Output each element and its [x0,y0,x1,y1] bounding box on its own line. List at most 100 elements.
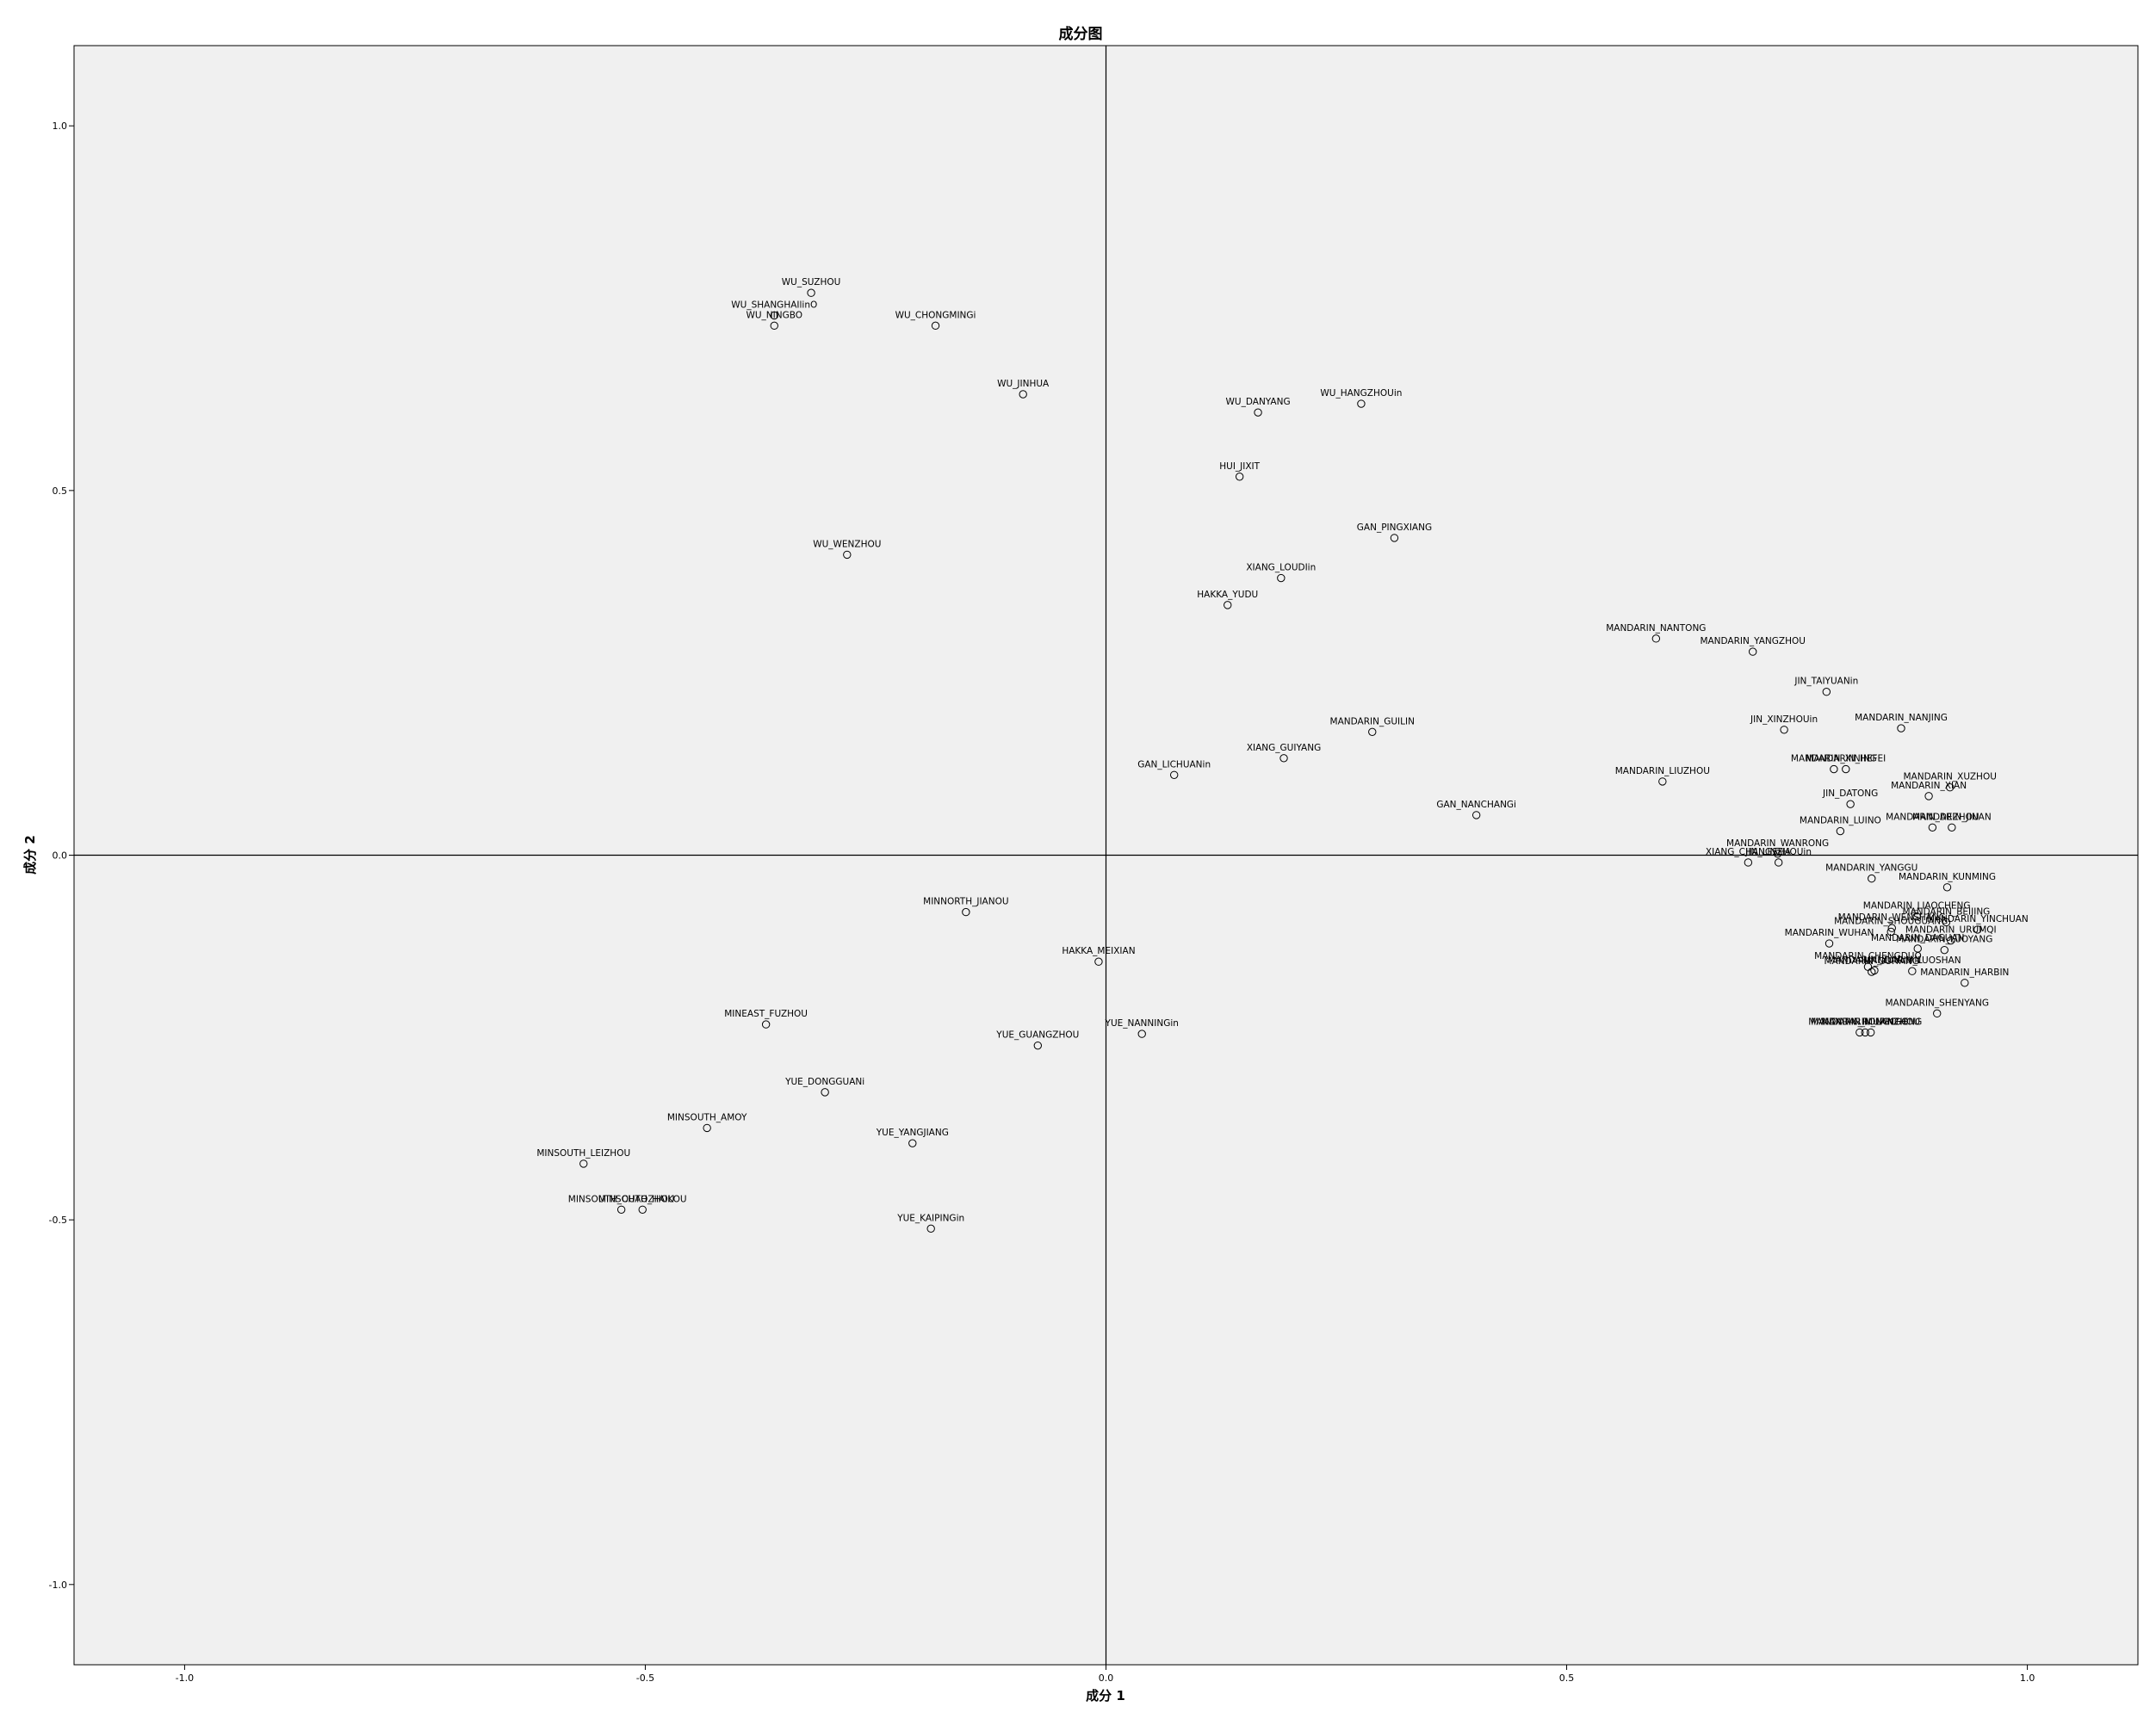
data-point-label: MANDARIN_WENSHANG [1838,912,1946,923]
data-point-label: MANDARIN_GUILIN [1330,716,1415,726]
data-point [1912,912,1921,921]
data-point-label: MANDARIN_NANTONG [1606,623,1706,634]
data-point-label: JIN_DATONG [1822,788,1878,799]
data-point-label: WU_HANGZHOUin [1320,388,1402,399]
data-point-label: MANDARIN_SHOUGUANG [1834,916,1948,926]
data-point [843,550,852,560]
data-point-label: MANDARIN_DAGUAN [1871,933,1964,943]
x-axis-label: 成分 1 [1086,1688,1125,1703]
data-point [1651,634,1661,643]
data-point-label: MANDARIN_MUPINGO [1811,1017,1908,1027]
data-point [1947,936,1955,945]
data-point [1928,823,1937,832]
x-tick-label: -1.0 [176,1672,194,1684]
data-point-label: MANDARIN_JINAN [1912,812,1992,822]
data-point [1744,858,1753,867]
data-point [1224,601,1232,609]
data-point [761,1020,771,1029]
data-point-label: MANDARIN_DEZHOU [1886,812,1979,822]
y-tick-label: 0.5 [53,485,68,497]
data-point [703,1123,711,1133]
data-point [1942,918,1951,927]
data-point-label: WU_SUZHOU [782,277,841,288]
data-point [1897,724,1905,733]
data-point-label: HUI_JIXIT [1219,461,1260,472]
reference-lines [74,46,2138,1665]
data-point-label: XIANG_GUIYANG [1247,743,1321,753]
data-point [1277,573,1286,583]
data-point-label: MANDARIN_WUHAN [1785,928,1874,938]
y-tick-label: 1.0 [53,121,68,132]
data-point [1924,792,1933,801]
data-point-label: HAKKA_YUDU [1197,590,1258,600]
data-point-label: MANDARIN_YANGZHOU [1700,636,1806,646]
data-point [1948,823,1956,832]
data-point-label: JIN_LINZHOUin [1744,847,1812,857]
data-point-label: MANDARIN_LIUZHOU [1615,766,1710,776]
data-point-label: MINSOUTH_HAIKOU [598,1194,687,1204]
data-point-label: YUE_DONGGUANi [784,1077,864,1087]
data-point-label: XIANG_LOUDIin [1246,563,1316,573]
data-point-label: MINSOUTH_LEIZHOU [536,1148,630,1159]
data-point [926,1224,935,1233]
data-point-label: WU_WENZHOU [813,539,881,549]
data-point-label: YUE_NANNINGin [1105,1018,1179,1029]
data-point [1861,1028,1869,1037]
data-point [1830,764,1838,774]
data-point-label: YUE_KAIPINGin [896,1213,964,1223]
data-point [1094,957,1103,966]
data-point [1368,727,1377,737]
data-point-label: MANDARIN_URUMQI [1905,925,1997,936]
data-point-label: MANDARIN_NANJING [1855,713,1948,723]
data-point [1868,968,1876,976]
data-point-label: MINEAST_FUZHOU [724,1009,808,1019]
data-point-label: MANDARIN_LUOSHAN [1863,955,1961,966]
data-point [1866,1028,1875,1037]
data-point [1235,473,1244,481]
data-point [1658,777,1667,786]
data-point-label: MANDARIN_LANZHOU [1821,1017,1920,1027]
data-point [1913,944,1922,953]
data-point-label: XIANG_CHANGSHA [1706,847,1792,857]
data-point-label: GAN_LICHUANin [1137,759,1211,770]
y-tick-label: -0.5 [49,1215,67,1226]
data-point-label: MINNORTH_JIANOU [923,897,1008,907]
data-point [1887,924,1896,932]
x-tick-label: -0.5 [636,1672,654,1684]
data-point-label: WU_SHANGHAIlinO [731,300,817,311]
data-point [1940,945,1948,955]
data-point-label: WU_DANYANG [1226,397,1291,407]
x-tick-label: 0.5 [1559,1672,1575,1684]
data-point [1856,1028,1864,1037]
data-point [1254,408,1262,417]
data-point [1886,927,1895,937]
data-point [908,1139,917,1147]
data-point [931,321,940,331]
data-point [1019,390,1027,399]
data-point-label: HAKKA_MEIXIAN [1062,946,1135,956]
data-point [770,321,778,331]
data-point [1773,850,1782,858]
data-point-label: MANDARIN_GUIYANG [1825,956,1919,967]
data-point [1279,754,1288,763]
data-point [1033,1041,1043,1050]
data-point [579,1159,588,1168]
data-point-label: MANDARIN_CHENGDUO [1814,951,1922,961]
data-point-label: MANDARIN_KUNMING [1899,872,1996,882]
data-point-label: MANDARIN_LUINO [1800,816,1881,826]
data-point-label: MANDARIN_BEIJING [1903,906,1991,917]
y-tick-label: 0.0 [53,850,68,862]
data-point-label: GAN_NANCHANGi [1436,800,1516,810]
data-point-label: MINSOUTH_AMOY [667,1112,747,1122]
data-point [1774,858,1783,867]
data-point [1868,874,1876,883]
data-point-label: MANDARIN_SHENYANG [1885,998,1989,1008]
data-point [1942,883,1952,892]
data-point-label: MANDARIN_LIAOCHENG [1863,901,1971,912]
data-point [638,1205,647,1214]
data-point-label: WU_JINHUA [997,379,1050,389]
data-point [770,311,778,320]
axis-ticks: -1.0 -0.5 0.0 0.5 1.0 1.0 0.5 0.0 -0.5 -1.0 [49,121,2035,1684]
y-tick-label: -1.0 [49,1580,67,1591]
